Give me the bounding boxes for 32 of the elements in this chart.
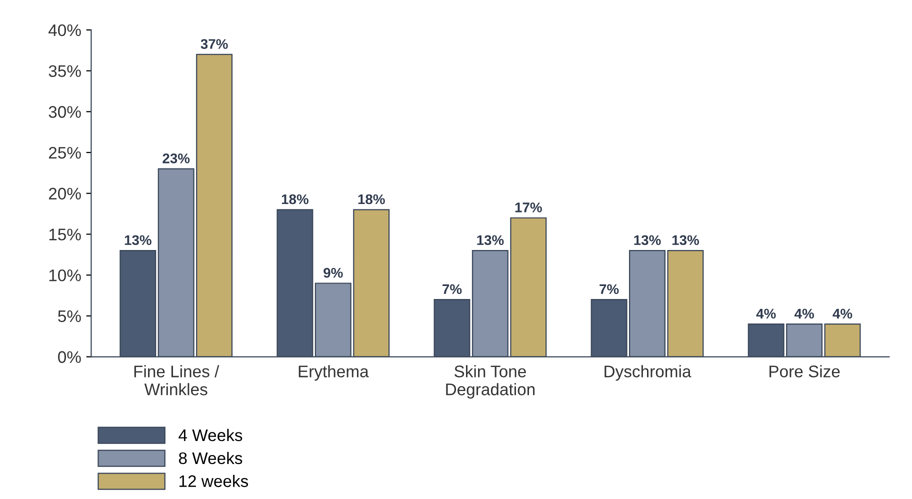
data-label: 7% — [442, 284, 462, 294]
y-tick-label: 20% — [48, 188, 81, 200]
data-label: 13% — [634, 235, 661, 246]
x-tick-label: Skin Tone Degradation — [446, 365, 535, 399]
data-label: 13% — [477, 235, 504, 246]
data-label: 7% — [600, 284, 619, 294]
data-label: 37% — [200, 39, 228, 49]
data-label: 18% — [358, 194, 385, 204]
data-label: 4% — [756, 308, 776, 319]
y-tick-label: 10% — [49, 269, 81, 282]
data-label: 23% — [162, 153, 190, 164]
y-tick-label: 30% — [48, 106, 81, 118]
y-tick-label: 40% — [48, 24, 81, 36]
x-tick-label: Erythema — [298, 365, 369, 381]
data-label: 9% — [324, 268, 343, 278]
x-tick-label: Fine Lines / Wrinkles — [134, 365, 220, 396]
x-tick-label: Dyschromia — [604, 365, 692, 381]
x-tick-label: Pore Size — [770, 365, 840, 378]
y-tick-label: 25% — [48, 146, 81, 159]
data-label: 17% — [515, 202, 542, 212]
y-tick-label: 15% — [49, 228, 81, 240]
data-label: 4% — [832, 308, 852, 319]
data-label: 13% — [124, 235, 152, 246]
legend-label: 8 Weeks — [178, 452, 242, 464]
y-tick-label: 35% — [48, 65, 81, 77]
data-label: 13% — [672, 235, 699, 246]
y-tick-label: 5% — [58, 310, 81, 322]
data-label: 4% — [794, 308, 814, 319]
legend-label: 4 Weeks — [178, 428, 242, 442]
y-tick-label: 0% — [58, 351, 81, 363]
data-label: 18% — [282, 194, 308, 204]
legend-label: 12 weeks — [179, 474, 248, 488]
